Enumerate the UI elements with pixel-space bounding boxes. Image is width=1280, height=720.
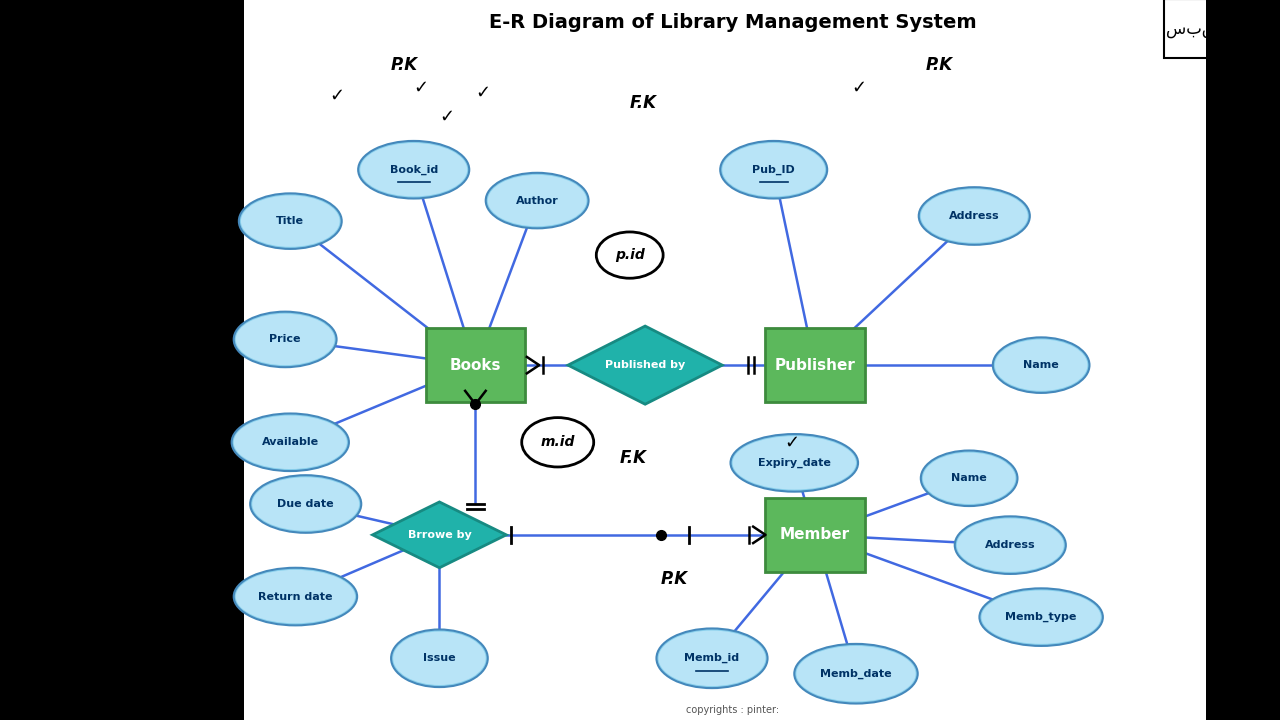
Text: p.id: p.id (614, 248, 645, 262)
Text: F.K: F.K (630, 94, 657, 112)
Ellipse shape (796, 646, 915, 701)
Ellipse shape (955, 516, 1066, 574)
Text: Brrowe by: Brrowe by (407, 530, 471, 540)
Text: Published by: Published by (605, 360, 685, 370)
Ellipse shape (358, 141, 470, 199)
FancyBboxPatch shape (425, 328, 525, 402)
Ellipse shape (596, 232, 663, 278)
Text: ✓: ✓ (851, 78, 867, 96)
Text: P.K: P.K (660, 570, 687, 588)
FancyBboxPatch shape (765, 328, 865, 402)
Ellipse shape (392, 629, 488, 687)
Ellipse shape (982, 590, 1101, 644)
Text: E-R Diagram of Library Management System: E-R Diagram of Library Management System (489, 13, 977, 32)
Text: Memb_id: Memb_id (685, 653, 740, 663)
Text: Address: Address (948, 211, 1000, 221)
Text: F.K: F.K (620, 449, 646, 467)
Ellipse shape (252, 477, 360, 531)
FancyBboxPatch shape (1164, 0, 1274, 58)
Text: Expiry_date: Expiry_date (758, 458, 831, 468)
Ellipse shape (241, 195, 339, 247)
Text: Due date: Due date (278, 499, 334, 509)
Text: Available: Available (261, 437, 319, 447)
Ellipse shape (234, 415, 347, 469)
Text: Author: Author (516, 196, 558, 206)
Ellipse shape (234, 568, 357, 626)
Text: m.id: m.id (540, 436, 575, 449)
Text: ✓: ✓ (475, 84, 490, 102)
Polygon shape (372, 502, 507, 568)
Ellipse shape (485, 173, 589, 228)
Text: ✓: ✓ (439, 107, 454, 125)
Text: Books: Books (449, 358, 502, 373)
Ellipse shape (957, 518, 1064, 572)
Ellipse shape (920, 451, 1018, 506)
Text: Book_id: Book_id (389, 165, 438, 175)
Ellipse shape (923, 453, 1015, 504)
Ellipse shape (488, 175, 586, 226)
Text: P.K: P.K (392, 56, 419, 74)
Ellipse shape (250, 475, 361, 533)
Text: Issue: Issue (424, 653, 456, 663)
Ellipse shape (721, 141, 827, 199)
Ellipse shape (920, 189, 1028, 243)
Text: ✓: ✓ (413, 78, 429, 96)
Ellipse shape (232, 413, 349, 471)
Ellipse shape (732, 436, 856, 490)
Ellipse shape (795, 644, 918, 703)
Text: ✓: ✓ (785, 433, 799, 451)
Text: Name: Name (1023, 360, 1059, 370)
Ellipse shape (731, 434, 858, 492)
Ellipse shape (919, 187, 1030, 245)
Ellipse shape (239, 194, 342, 249)
Ellipse shape (360, 143, 467, 197)
Text: copyrights : pinter:: copyrights : pinter: (686, 705, 780, 715)
Text: Title: Title (276, 216, 305, 226)
Ellipse shape (658, 631, 765, 686)
Text: P.K: P.K (925, 56, 954, 74)
Text: سبق: سبق (1166, 19, 1215, 37)
Ellipse shape (236, 314, 334, 365)
Text: Member: Member (780, 527, 850, 542)
Ellipse shape (979, 588, 1103, 646)
Text: Pub_ID: Pub_ID (753, 165, 795, 175)
Text: Return date: Return date (259, 592, 333, 602)
Ellipse shape (522, 418, 594, 467)
Ellipse shape (236, 570, 355, 624)
Text: Memb_date: Memb_date (820, 669, 892, 679)
Text: ✓: ✓ (329, 87, 344, 105)
Bar (244, 0, 1206, 720)
FancyBboxPatch shape (765, 498, 865, 572)
Text: Memb_type: Memb_type (1006, 612, 1076, 622)
Polygon shape (568, 326, 722, 404)
Ellipse shape (234, 312, 337, 367)
Ellipse shape (657, 629, 768, 688)
Text: Publisher: Publisher (774, 358, 855, 373)
Ellipse shape (993, 338, 1089, 393)
Ellipse shape (393, 631, 485, 685)
Ellipse shape (995, 339, 1088, 391)
Text: Address: Address (986, 540, 1036, 550)
Text: Price: Price (269, 334, 301, 344)
Ellipse shape (722, 143, 826, 197)
Text: Name: Name (951, 473, 987, 483)
